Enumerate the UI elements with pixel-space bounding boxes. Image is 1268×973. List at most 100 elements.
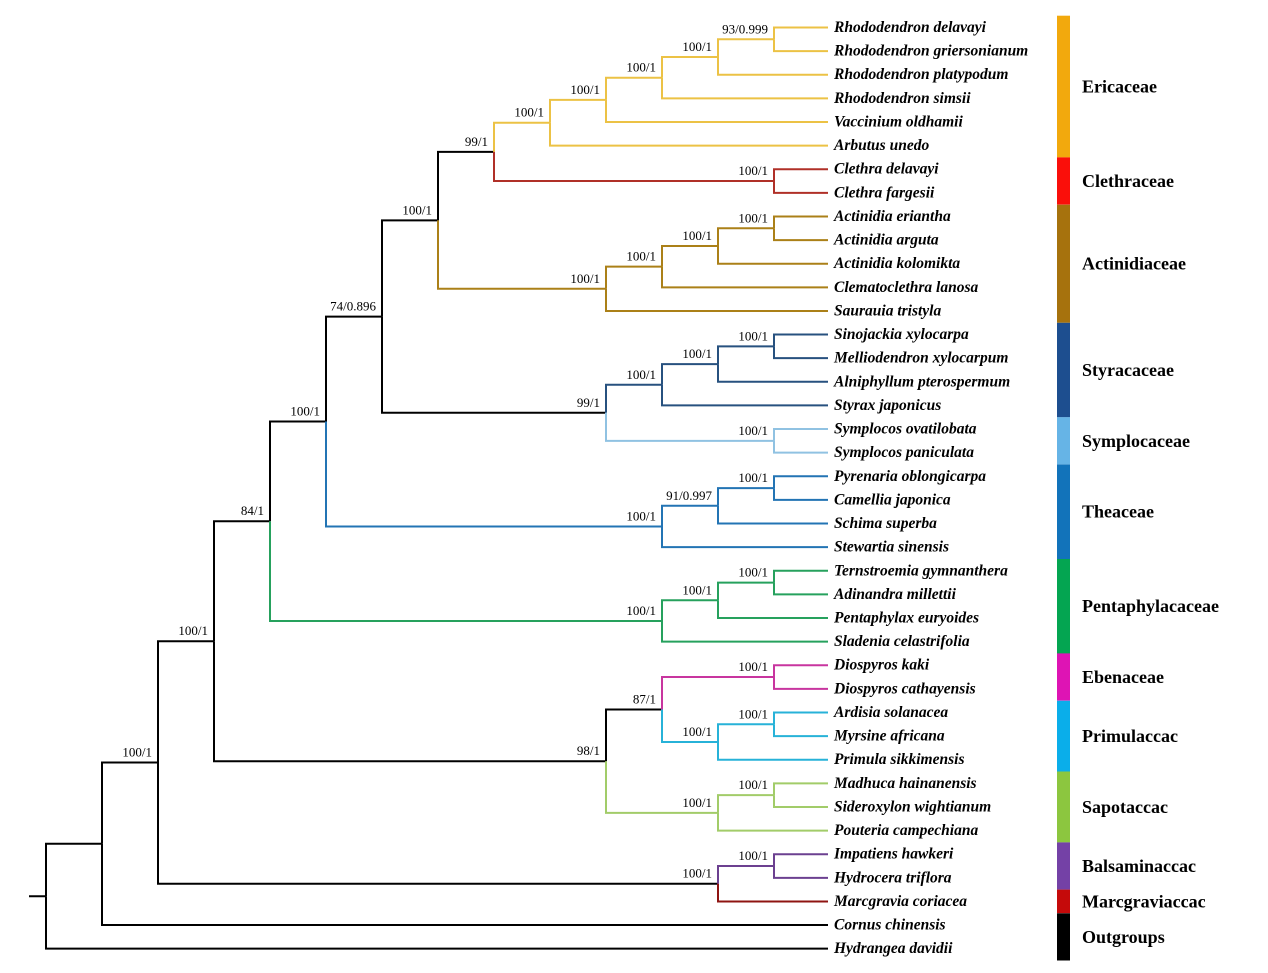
support-value-label: 93/0.999 [722, 21, 768, 36]
leaf-label-sladenia-celastrifolia: Sladenia celastrifolia [834, 633, 970, 650]
leaf-label-styrax-japonicus: Styrax japonicus [834, 397, 941, 414]
family-bar-marcgraviaceae [1057, 889, 1070, 914]
branch-to-clematoclethra-lanosa [661, 266, 828, 289]
branch [157, 762, 718, 885]
family-label-primulaceae: Primulaccac [1082, 726, 1178, 746]
branch-to-clethra-fargesii [773, 181, 828, 194]
leaf-label-clethra-delavayi: Clethra delavayi [834, 161, 939, 178]
tree-branches [29, 26, 828, 950]
support-value-label: 100/1 [682, 724, 712, 739]
leaf-label-hydrocera-triflora: Hydrocera triflora [833, 869, 952, 886]
leaf-label-stewartia-sinensis: Stewartia sinensis [834, 539, 949, 556]
support-value-label: 100/1 [738, 565, 768, 580]
branch-to-clethra-delavayi [773, 168, 828, 182]
branch [717, 794, 774, 813]
branch-to-myrsine-africana [773, 724, 828, 738]
branch [381, 316, 606, 414]
branch [605, 761, 718, 814]
branch [269, 521, 662, 622]
leaf-label-camellia-japonica: Camellia japonica [834, 491, 951, 508]
support-value-label: 100/1 [626, 603, 656, 618]
branch-to-camellia-japonica [773, 488, 828, 501]
branch-to-actinidia-eriantha [773, 215, 828, 229]
branch-to-ardisia-solanacea [773, 711, 828, 725]
branch [213, 520, 270, 642]
branch-to-symplocos-paniculata [773, 440, 828, 454]
leaf-label-symplocos-paniculata: Symplocos paniculata [834, 444, 974, 461]
leaf-label-sinojackia-xylocarpa: Sinojackia xylocarpa [834, 326, 969, 343]
leaf-label-rhododendron-griersonianum: Rhododendron griersonianum [833, 43, 1028, 60]
leaf-label-rhododendron-platypodum: Rhododendron platypodum [833, 66, 1008, 83]
leaf-label-pyrenaria-oblongicarpa: Pyrenaria oblongicarpa [834, 468, 986, 485]
leaf-label-rhododendron-delavayi: Rhododendron delavayi [833, 19, 987, 36]
support-value-label: 100/1 [122, 744, 152, 759]
family-bar-styracaceae [1057, 322, 1070, 418]
support-value-label: 100/1 [682, 39, 712, 54]
support-value-label: 100/1 [738, 423, 768, 438]
family-bar-balsaminaceae [1057, 842, 1070, 890]
support-value-label: 100/1 [290, 404, 320, 419]
family-bar-pentaphylacaceae [1057, 559, 1070, 654]
leaf-label-adinandra-millettii: Adinandra millettii [833, 586, 957, 603]
support-value-label: 100/1 [514, 105, 544, 120]
branch-to-saurauia-tristyla [605, 288, 828, 312]
family-bar-theaceae [1057, 464, 1070, 559]
branch [661, 599, 718, 621]
leaf-label-symplocos-ovatilobata: Symplocos ovatilobata [834, 421, 977, 438]
branch-to-actinidia-arguta [773, 228, 828, 242]
support-value-label: 100/1 [738, 328, 768, 343]
family-bar-clethraceae [1057, 157, 1070, 205]
leaf-label-myrsine-africana: Myrsine africana [833, 728, 945, 745]
leaf-label-ternstroemia-gymnanthera: Ternstroemia gymnanthera [834, 562, 1008, 579]
branch-to-sinojackia-xylocarpa [773, 333, 828, 347]
branch-to-styrax-japonicus [661, 384, 828, 407]
branch-to-marcgravia-coriacea [717, 883, 828, 903]
leaf-label-diospyros-kaki: Diospyros kaki [833, 657, 930, 674]
support-value-label: 100/1 [738, 163, 768, 178]
family-label-theaceae: Theaceae [1082, 502, 1154, 522]
leaf-label-hydrangea-davidii: Hydrangea davidii [833, 940, 953, 957]
branch-to-primula-sikkimensis [717, 742, 828, 761]
leaf-label-rhododendron-simsii: Rhododendron simsii [833, 90, 971, 107]
leaf-label-actinidia-kolomikta: Actinidia kolomikta [833, 255, 960, 272]
leaf-label-vaccinium-oldhamii: Vaccinium oldhamii [834, 113, 963, 130]
branch [381, 219, 438, 317]
branch [325, 421, 662, 528]
branch-to-pyrenaria-oblongicarpa [773, 475, 828, 489]
branch [437, 150, 494, 221]
support-value-label: 100/1 [738, 470, 768, 485]
branch-to-madhuca-hainanensis [773, 782, 828, 796]
family-label-ebenaceae: Ebenaceae [1082, 667, 1164, 687]
leaf-label-pentaphylax-euryoides: Pentaphylax euryoides [834, 610, 979, 627]
branch [493, 121, 550, 152]
branch [717, 865, 774, 884]
support-value-label: 100/1 [570, 82, 600, 97]
branch [717, 227, 774, 246]
leaf-label-saurauia-tristyla: Saurauia tristyla [834, 302, 941, 319]
family-bars [1057, 15, 1070, 961]
support-value-label: 100/1 [738, 659, 768, 674]
leaf-label-schima-superba: Schima superba [834, 515, 937, 532]
branch-to-rhododendron-simsii [661, 77, 828, 100]
branch [605, 412, 774, 442]
leaf-label-actinidia-eriantha: Actinidia eriantha [833, 208, 951, 225]
support-value-label: 100/1 [626, 508, 656, 523]
leaf-label-melliodendron-xylocarpum: Melliodendron xylocarpum [833, 350, 1008, 367]
support-value-label: 100/1 [402, 202, 432, 217]
support-value-label: 87/1 [633, 692, 656, 707]
support-value-label: 100/1 [178, 623, 208, 638]
branch [493, 151, 774, 183]
branch-to-adinandra-millettii [773, 582, 828, 596]
leaf-label-impatiens-hawkeri: Impatiens hawkeri [833, 846, 954, 863]
support-value-label: 100/1 [682, 346, 712, 361]
branch [325, 315, 382, 422]
branch-to-symplocos-ovatilobata [773, 428, 828, 441]
support-value-label: 99/1 [465, 134, 488, 149]
branch-to-rhododendron-delavayi [773, 26, 828, 40]
leaf-label-marcgravia-coriacea: Marcgravia coriacea [833, 893, 967, 910]
family-bar-ebenaceae [1057, 653, 1070, 701]
leaf-label-madhuca-hainanensis: Madhuca hainanensis [833, 775, 977, 792]
branch-to-actinidia-kolomikta [717, 245, 828, 265]
